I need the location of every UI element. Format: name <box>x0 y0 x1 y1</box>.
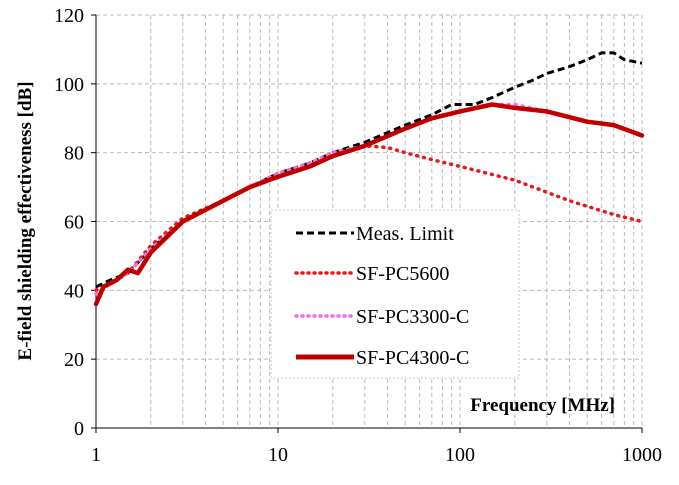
y-tick-label: 40 <box>64 280 84 302</box>
legend-box <box>270 209 520 379</box>
series-lines <box>93 51 645 307</box>
x-tick-label: 1000 <box>622 444 662 466</box>
y-tick-label: 100 <box>54 74 84 96</box>
x-tick-label: 100 <box>445 444 475 466</box>
y-tick-label: 60 <box>64 212 84 234</box>
x-tick-label: 10 <box>268 444 288 466</box>
series-line-sf-pc4300-c <box>93 102 645 307</box>
series-line-sf-pc5600 <box>94 144 644 293</box>
y-tick-label: 20 <box>64 349 84 371</box>
legend: Meas. Limit SF-PC5600 SF-PC3300-C SF-PC4… <box>270 209 520 379</box>
legend-label-meas-limit: Meas. Limit <box>356 223 454 245</box>
legend-label-sf-pc3300-c: SF-PC3300-C <box>356 306 469 328</box>
y-axis-label: E-field shielding effectiveness [dB] <box>15 81 36 360</box>
y-tick-label: 120 <box>54 5 84 27</box>
y-tick-label: 0 <box>74 418 84 440</box>
x-tick-label: 1 <box>91 444 101 466</box>
legend-label-sf-pc4300-c: SF-PC4300-C <box>356 347 469 369</box>
legend-label-sf-pc5600: SF-PC5600 <box>356 263 449 285</box>
y-tick-label: 80 <box>64 143 84 165</box>
x-axis-label: Frequency [MHz] <box>470 395 615 416</box>
